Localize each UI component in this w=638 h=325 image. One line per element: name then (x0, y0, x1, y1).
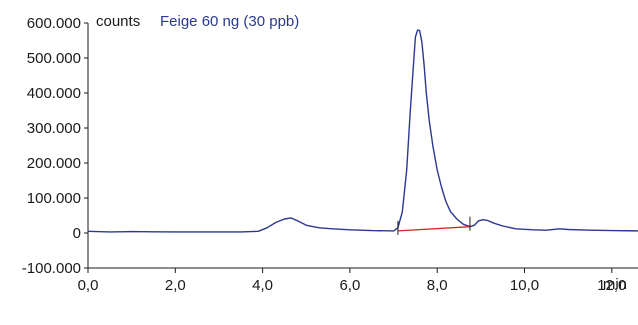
x-axis: 0,0 2,0 4,0 6,0 8,0 10,0 12,0 (78, 268, 638, 294)
x-axis-label: min (603, 276, 627, 293)
series-label: Feige 60 ng (30 ppb) (160, 13, 299, 30)
baseline-segment (398, 227, 470, 231)
y-tick-label: 500.000 (27, 50, 81, 67)
y-tick-label: 400.000 (27, 85, 81, 102)
y-tick-label: 0 (73, 225, 81, 242)
y-tick-label: 600.000 (27, 15, 81, 32)
y-tick-label: 100.000 (27, 190, 81, 207)
x-tick-label: 0,0 (78, 277, 99, 294)
y-axis-label: counts (96, 13, 140, 30)
x-tick-label: 4,0 (252, 277, 273, 294)
y-axis: 600.000 500.000 400.000 300.000 200.000 100.0… (22, 15, 88, 277)
x-tick-label: 2,0 (165, 277, 186, 294)
x-tick-label: 8,0 (427, 277, 448, 294)
series-line (88, 30, 638, 232)
y-tick-label: 300.000 (27, 120, 81, 137)
plot-area (88, 30, 638, 235)
y-tick-label: 200.000 (27, 155, 81, 172)
y-tick-label: -100.000 (22, 260, 81, 277)
x-tick-label: 10,0 (510, 277, 539, 294)
x-tick-label: 6,0 (339, 277, 360, 294)
